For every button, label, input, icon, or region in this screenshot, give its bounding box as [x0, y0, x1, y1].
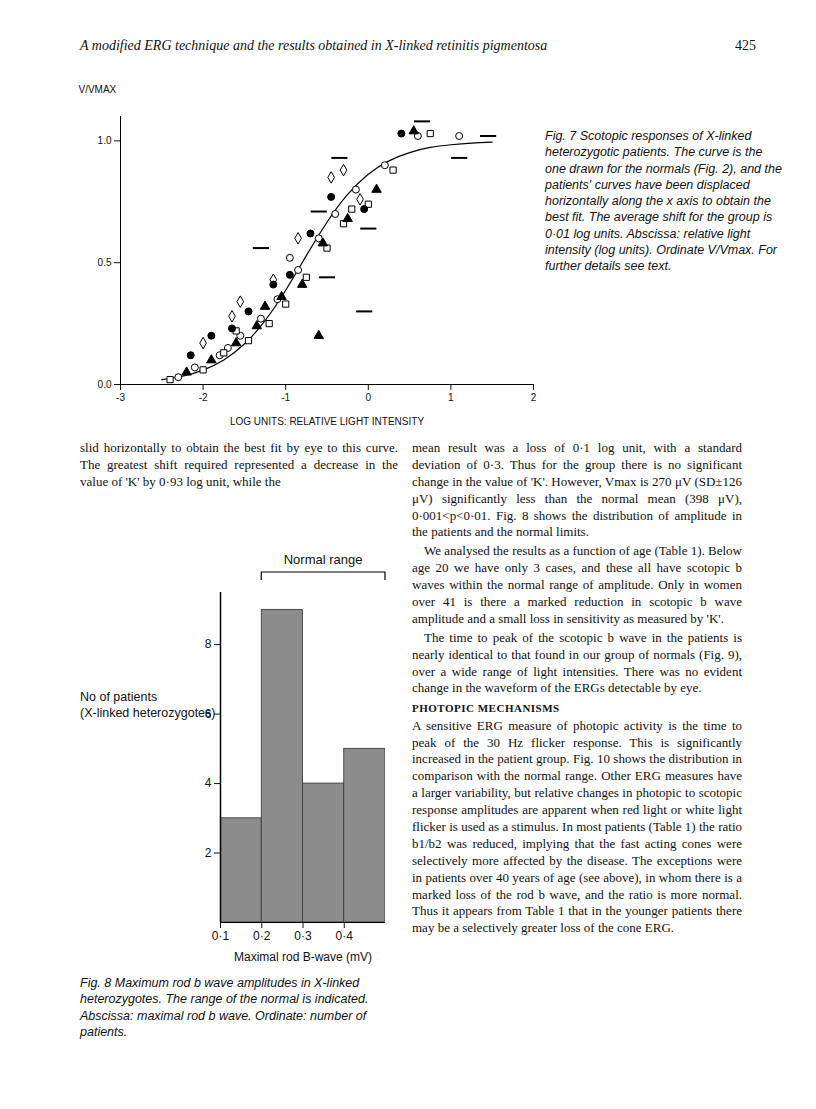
svg-text:-1: -1 [281, 392, 290, 403]
svg-text:1: 1 [448, 392, 454, 403]
svg-text:0·2: 0·2 [253, 929, 271, 943]
svg-text:LOG UNITS: RELATIVE LIGHT INTE: LOG UNITS: RELATIVE LIGHT INTENSITY [230, 416, 424, 427]
svg-text:Normal range: Normal range [284, 552, 363, 567]
svg-text:4: 4 [205, 776, 212, 790]
html-text:We analysed the results as a f: We analysed the results as a function of… [412, 543, 742, 626]
svg-text:8: 8 [205, 637, 212, 651]
svg-text:0: 0 [366, 392, 372, 403]
svg-text:2: 2 [205, 846, 212, 860]
svg-text:-3: -3 [116, 392, 125, 403]
html-text:mean result was a loss of 0·1: mean result was a loss of 0·1 log unit, … [412, 440, 742, 540]
html-text:A modified ERG technique and t: A modified ERG technique and the results… [80, 38, 548, 53]
svg-text:0·3: 0·3 [294, 929, 312, 943]
html-text:No of patients: No of patients [80, 690, 158, 704]
html-text:(X-linked heterozygotes): (X-linked heterozygotes) [80, 705, 216, 720]
html-text:Fig. 7 Scotopic responses of X: Fig. 7 Scotopic responses of X-linked he… [545, 129, 782, 273]
svg-text:1.0: 1.0 [98, 135, 112, 146]
svg-text:Maximal rod B-wave (mV): Maximal rod B-wave (mV) [234, 950, 372, 964]
html-text:425: 425 [735, 38, 756, 53]
svg-text:2: 2 [531, 392, 537, 403]
svg-text:V/VMAX: V/VMAX [79, 84, 117, 95]
svg-text:0.0: 0.0 [98, 379, 112, 390]
html-text:PHOTOPIC MECHANISMS: PHOTOPIC MECHANISMS [412, 702, 560, 715]
svg-text:0·4: 0·4 [336, 929, 354, 943]
svg-text:0·1: 0·1 [212, 929, 230, 943]
svg-text:-2: -2 [199, 392, 208, 403]
html-text:Fig. 8 Maximum rod b wave ampl: Fig. 8 Maximum rod b wave amplitudes in … [80, 976, 369, 1039]
svg-text:0.5: 0.5 [98, 257, 112, 268]
html-text:A sensitive ERG measure of pho: A sensitive ERG measure of photopic acti… [412, 717, 742, 936]
html-text:The time to peak of the scotop: The time to peak of the scotopic b wave … [412, 629, 742, 696]
html-text:slid horizontally to obtain th: slid horizontally to obtain the best fit… [80, 440, 398, 489]
